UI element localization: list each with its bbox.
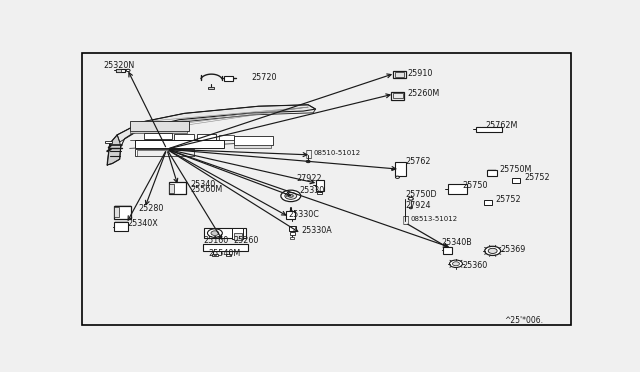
Bar [114, 208, 119, 217]
Bar [116, 68, 125, 72]
Bar [290, 232, 295, 235]
Bar [145, 133, 172, 139]
Bar [209, 87, 214, 89]
Circle shape [288, 195, 293, 197]
Text: 25750: 25750 [462, 181, 488, 190]
Bar [134, 140, 224, 148]
Text: 25752: 25752 [524, 173, 550, 182]
Bar [219, 135, 234, 140]
Polygon shape [108, 135, 121, 165]
Bar [203, 244, 248, 251]
Text: 25320N: 25320N [104, 61, 135, 70]
Text: 25752: 25752 [495, 195, 521, 204]
Text: 25720: 25720 [251, 73, 276, 82]
Text: 25340X: 25340X [127, 219, 158, 228]
Circle shape [452, 262, 460, 266]
Text: 25330C: 25330C [288, 210, 319, 219]
Text: 25280: 25280 [138, 204, 164, 213]
Polygon shape [108, 105, 316, 165]
Bar [443, 247, 451, 254]
Bar [169, 184, 174, 193]
Bar [204, 228, 246, 238]
Circle shape [408, 197, 413, 200]
Bar [134, 149, 194, 156]
Circle shape [285, 192, 297, 199]
Text: 25560M: 25560M [190, 185, 222, 194]
Text: 25540M: 25540M [208, 248, 240, 258]
Text: 08513-51012: 08513-51012 [410, 216, 458, 222]
Text: 25260M: 25260M [408, 89, 440, 99]
Bar [225, 76, 233, 81]
Text: 25750M: 25750M [499, 165, 531, 174]
Bar [476, 127, 502, 132]
Text: 08510-51012: 08510-51012 [313, 150, 360, 156]
Circle shape [410, 207, 412, 209]
Bar [114, 222, 127, 231]
Bar [114, 206, 131, 219]
Bar [137, 150, 194, 156]
Bar [286, 212, 295, 219]
Bar [392, 92, 404, 100]
Bar [169, 182, 186, 195]
Text: 27922: 27922 [296, 174, 322, 183]
Bar [129, 131, 187, 134]
Text: 25762M: 25762M [486, 122, 518, 131]
Text: ^25'*006.: ^25'*006. [504, 316, 543, 325]
Circle shape [306, 160, 310, 163]
Text: 25160: 25160 [203, 236, 228, 246]
Circle shape [126, 69, 130, 71]
Text: 25762: 25762 [405, 157, 431, 166]
Bar [174, 134, 194, 140]
Bar [289, 226, 296, 231]
Bar [484, 200, 492, 205]
Bar [512, 178, 520, 183]
Text: 25750D: 25750D [405, 190, 436, 199]
Bar [448, 184, 467, 194]
Polygon shape [117, 105, 316, 142]
Circle shape [449, 260, 463, 267]
Circle shape [281, 190, 301, 202]
Circle shape [488, 248, 497, 253]
Text: 25330A: 25330A [301, 226, 332, 235]
Bar [234, 233, 242, 240]
Circle shape [396, 176, 399, 179]
Bar [227, 254, 231, 256]
Bar [291, 237, 294, 239]
Text: 25330: 25330 [300, 186, 325, 195]
Text: Ⓢ: Ⓢ [305, 148, 311, 158]
Bar [317, 192, 322, 194]
Circle shape [484, 246, 500, 256]
Text: 25910: 25910 [408, 69, 433, 78]
Bar [395, 162, 406, 176]
Text: 25369: 25369 [500, 245, 526, 254]
Bar [232, 228, 243, 238]
Circle shape [211, 231, 219, 235]
Bar [234, 136, 273, 145]
Bar [196, 134, 216, 140]
Circle shape [207, 229, 222, 237]
Bar [129, 121, 189, 131]
Text: 25260: 25260 [234, 236, 259, 246]
Bar [234, 145, 271, 148]
Bar [316, 180, 324, 191]
Bar [393, 93, 403, 99]
Text: 25360: 25360 [462, 261, 487, 270]
Text: 25340: 25340 [190, 180, 216, 189]
Text: 27924: 27924 [405, 201, 430, 210]
Bar [116, 69, 121, 72]
Text: 25340B: 25340B [441, 238, 472, 247]
Bar [105, 141, 113, 144]
Text: Ⓢ: Ⓢ [403, 214, 408, 224]
Bar [212, 254, 218, 256]
Bar [395, 72, 404, 77]
Bar [393, 71, 406, 78]
Bar [486, 170, 497, 176]
